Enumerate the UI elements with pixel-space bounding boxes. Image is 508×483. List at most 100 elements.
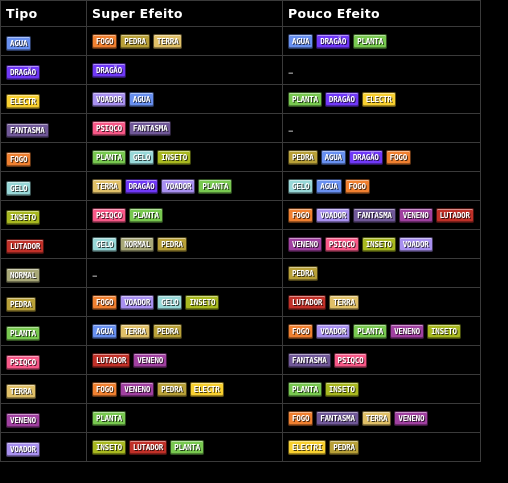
table-body: AGUA FOGO PEDRA TERRA AGUA DRAGÃO PLANTA DRAGÃO…	[0, 26, 481, 462]
type-badge-veneno: VENENO	[390, 323, 424, 339]
type-badge-normal: NORMAL	[120, 236, 155, 252]
type-badge-fogo: FOGO	[344, 178, 370, 194]
type-badge-pedra: PEDRA	[288, 149, 318, 165]
super-efeito-badge-list: GELO NORMAL PEDRA	[92, 236, 282, 252]
type-badge-voador: VOADOR	[398, 236, 433, 252]
type-badge-lutador: LUTADOR	[435, 207, 474, 223]
super-efeito-badge-list: PLANTA GELO INSETO	[92, 149, 282, 165]
type-badge-fogo: FOGO	[92, 33, 118, 49]
type-badge-psiqco: PSIQCO	[6, 355, 40, 370]
pouco-efeito-cell: PEDRA	[282, 258, 481, 288]
pouco-efeito-badge-list: GELO AGUA FOGO	[288, 178, 480, 194]
tipo-cell: PLANTA	[0, 316, 87, 346]
pouco-efeito-cell: PLANTA DRAGÃO ELECTR	[282, 84, 481, 114]
tipo-cell: VENENO	[0, 403, 87, 433]
type-badge-agua: AGUA	[92, 323, 118, 339]
column-header-pouco-efeito: Pouco Efeito	[282, 0, 481, 27]
type-badge-electri: ELECTRI	[288, 439, 327, 455]
table-row: NORMAL – PEDRA	[0, 258, 481, 288]
super-efeito-badge-list: PLANTA	[92, 410, 282, 426]
type-badge-terra: TERRA	[152, 33, 183, 49]
type-badge-inseto: INSETO	[361, 236, 396, 252]
type-badge-terra: TERRA	[361, 410, 392, 426]
table-row: PLANTA AGUA TERRA PEDRA FOGO VOADOR PLANTA VENE…	[0, 316, 481, 346]
pouco-efeito-badge-list: PLANTA INSETO	[288, 381, 480, 397]
tipo-cell: PSIQCO	[0, 345, 87, 375]
super-efeito-cell: PLANTA	[86, 403, 283, 433]
super-efeito-badge-list: INSETO LUTADOR PLANTA	[92, 439, 282, 455]
type-badge-pedra: PEDRA	[157, 236, 187, 252]
type-badge-terra: TERRA	[92, 178, 122, 194]
pouco-efeito-badge-list: ELECTRI PEDRA	[288, 439, 480, 455]
table-row: DRAGÃO DRAGÃO –	[0, 55, 481, 85]
type-badge-dragao: DRAGÃO	[92, 62, 126, 78]
table-row: FOGO PLANTA GELO INSETO PEDRA AGUA DRAGÃO FOGO	[0, 142, 481, 172]
table-row: INSETO PSIQCO PLANTA FOGO VOADOR FANTASMA VENE…	[0, 200, 481, 230]
type-badge-voador: VOADOR	[161, 178, 196, 194]
type-badge-inseto: INSETO	[426, 323, 461, 339]
type-badge-planta: PLANTA	[198, 178, 233, 194]
type-badge-pedra: PEDRA	[6, 297, 36, 312]
pouco-efeito-badge-list: FOGO VOADOR FANTASMA VENENO LUTADOR	[288, 207, 480, 223]
type-badge-planta: PLANTA	[353, 33, 388, 49]
pouco-efeito-badge-list: FANTASMA PSIQCO	[288, 352, 480, 368]
type-badge-fantasma: FANTASMA	[353, 207, 396, 223]
type-badge-dragao: DRAGÃO	[316, 33, 351, 49]
super-efeito-cell: FOGO VENENO PEDRA ELECTR	[86, 374, 283, 404]
type-badge-agua: AGUA	[128, 91, 155, 107]
type-badge-fogo: FOGO	[288, 410, 314, 426]
type-badge-veneno: VENENO	[398, 207, 433, 223]
type-badge-fogo: FOGO	[6, 152, 32, 167]
type-badge-normal: NORMAL	[6, 268, 40, 283]
table-row: ELECTR VOADOR AGUA PLANTA DRAGÃO ELECTR	[0, 84, 481, 114]
type-badge-agua: AGUA	[288, 33, 314, 49]
tipo-cell: LUTADOR	[0, 229, 87, 259]
type-badge-fogo: FOGO	[92, 381, 118, 397]
tipo-cell: DRAGÃO	[0, 55, 87, 85]
empty-value: –	[92, 268, 98, 282]
type-badge-lutador: LUTADOR	[128, 439, 168, 455]
type-badge-inseto: INSETO	[92, 439, 126, 455]
type-badge-electr: ELECTR	[189, 381, 224, 397]
type-badge-lutador: LUTADOR	[6, 239, 45, 254]
super-efeito-cell: FOGO VOADOR GELO INSETO	[86, 287, 283, 317]
type-effectiveness-table: Tipo Super Efeito Pouco Efeito AGUA FOGO P…	[0, 0, 481, 462]
empty-value: –	[288, 65, 294, 79]
super-efeito-cell: –	[86, 258, 283, 288]
type-badge-agua: AGUA	[316, 178, 342, 194]
type-badge-planta: PLANTA	[6, 326, 40, 341]
type-badge-fogo: FOGO	[288, 323, 314, 339]
type-badge-inseto: INSETO	[185, 294, 220, 310]
type-badge-voador: VOADOR	[316, 207, 351, 223]
super-efeito-badge-list: DRAGÃO	[92, 62, 282, 78]
pouco-efeito-cell: FOGO VOADOR PLANTA VENENO INSETO	[282, 316, 481, 346]
table-row: VOADOR INSETO LUTADOR PLANTA ELECTRI PEDRA	[0, 432, 481, 462]
pouco-efeito-cell: VENENO PSIQCO INSETO VOADOR	[282, 229, 481, 259]
pouco-efeito-badge-list: PEDRA	[288, 265, 480, 281]
table-row: VENENO PLANTA FOGO FANTASMA TERRA VENENO	[0, 403, 481, 433]
type-badge-voador: VOADOR	[120, 294, 155, 310]
tipo-cell: PEDRA	[0, 287, 87, 317]
type-badge-psiqco: PSIQCO	[324, 236, 359, 252]
super-efeito-badge-list: LUTADOR VENENO	[92, 352, 282, 368]
type-badge-pedra: PEDRA	[288, 265, 318, 281]
type-badge-psiqco: PSIQCO	[92, 207, 126, 223]
super-efeito-cell: VOADOR AGUA	[86, 84, 283, 114]
super-efeito-cell: LUTADOR VENENO	[86, 345, 283, 375]
type-badge-dragao: DRAGÃO	[6, 65, 40, 80]
type-badge-veneno: VENENO	[133, 352, 168, 368]
super-efeito-badge-list: FOGO VOADOR GELO INSETO	[92, 294, 282, 310]
type-badge-electr: ELECTR	[361, 91, 396, 107]
super-efeito-cell: TERRA DRAGÃO VOADOR PLANTA	[86, 171, 283, 201]
column-header-tipo: Tipo	[0, 0, 87, 27]
super-efeito-cell: DRAGÃO	[86, 55, 283, 85]
super-efeito-cell: PLANTA GELO INSETO	[86, 142, 283, 172]
type-badge-gelo: GELO	[128, 149, 155, 165]
table-row: LUTADOR GELO NORMAL PEDRA VENENO PSIQCO INSETO…	[0, 229, 481, 259]
type-badge-voador: VOADOR	[92, 91, 126, 107]
tipo-cell: INSETO	[0, 200, 87, 230]
type-badge-lutador: LUTADOR	[288, 294, 327, 310]
type-badge-lutador: LUTADOR	[92, 352, 131, 368]
table-row: PSIQCO LUTADOR VENENO FANTASMA PSIQCO	[0, 345, 481, 375]
pouco-efeito-cell: GELO AGUA FOGO	[282, 171, 481, 201]
